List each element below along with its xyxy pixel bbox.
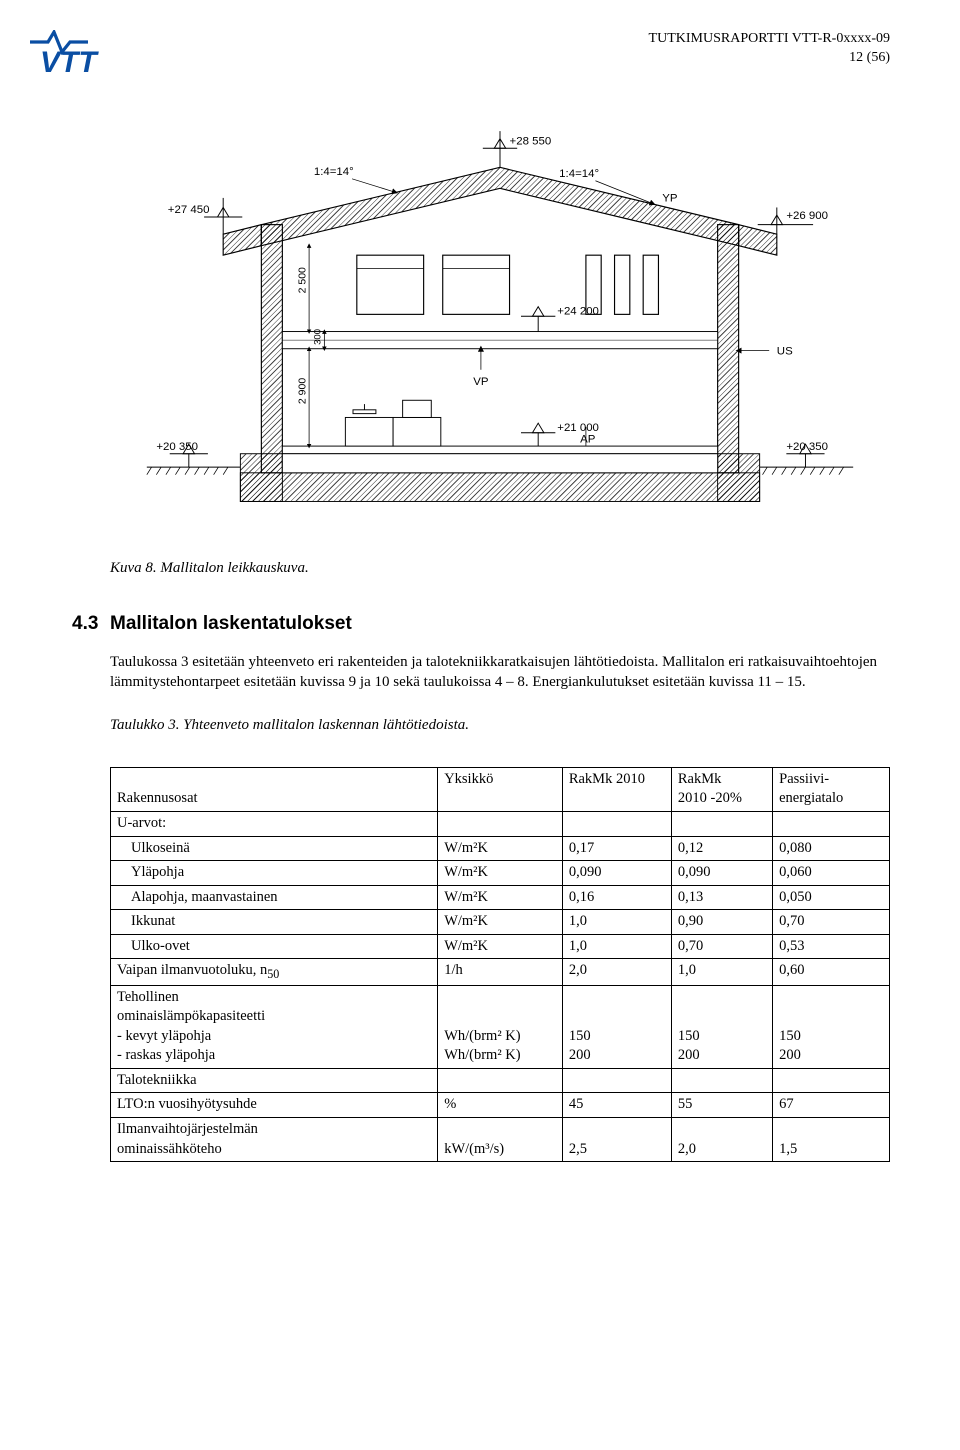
svg-text:VP: VP [473,376,489,388]
page-header: VTT TUTKIMUSRAPORTTI VTT-R-0xxxx-09 12 (… [110,30,890,84]
th-passiivi: Passiivi-energiatalo [773,767,890,811]
table-caption: Taulukko 3. Yhteenveto mallitalon lasken… [110,715,890,735]
table-row: Talotekniikka [111,1068,890,1093]
table-row: Ulkoseinä W/m²K 0,17 0,12 0,080 [111,836,890,861]
svg-text:+28 550: +28 550 [510,136,552,148]
tehollinen-cell: Tehollinenominaislämpökapasiteetti - kev… [111,985,438,1068]
header-meta: TUTKIMUSRAPORTTI VTT-R-0xxxx-09 12 (56) [649,30,890,68]
uarvot-label: U-arvot: [111,812,438,837]
table-row: Ilmanvaihtojärjestelmänominaissähköteho … [111,1117,890,1161]
data-table: Rakennusosat Yksikkö RakMk 2010 RakMk201… [110,767,890,1162]
table-row: Alapohja, maanvastainen W/m²K 0,16 0,13 … [111,885,890,910]
th-rakennusosat: Rakennusosat [111,767,438,811]
th-rakmk2010: RakMk 2010 [562,767,671,811]
th-yksikko: Yksikkö [438,767,563,811]
svg-text:+27 450: +27 450 [168,204,210,216]
svg-text:AP: AP [580,434,596,446]
table-row: U-arvot: [111,812,890,837]
svg-text:1:4=14°: 1:4=14° [559,168,599,180]
section-title: Mallitalon laskentatulokset [110,613,352,634]
table-row: Ikkunat W/m²K 1,0 0,90 0,70 [111,910,890,935]
svg-text:+21 000: +21 000 [557,422,599,434]
section-drawing: +28 550 +27 450 +26 900 1:4=14° 1:4=14° … [110,112,890,532]
table-head-row: Rakennusosat Yksikkö RakMk 2010 RakMk201… [111,767,890,811]
figure-caption: Kuva 8. Mallitalon leikkauskuva. [110,558,890,578]
table-row: Ulko-ovet W/m²K 1,0 0,70 0,53 [111,934,890,959]
section-number: 4.3 [72,611,110,637]
section-heading: 4.3Mallitalon laskentatulokset [72,611,890,637]
body-paragraph: Taulukossa 3 esitetään yhteenveto eri ra… [110,652,890,693]
svg-text:1:4=14°: 1:4=14° [314,166,354,178]
svg-text:2 900: 2 900 [296,378,308,404]
doc-id: TUTKIMUSRAPORTTI VTT-R-0xxxx-09 [649,30,890,49]
svg-text:+20 350: +20 350 [786,441,828,453]
svg-text:YP: YP [662,193,678,205]
svg-text:2 500: 2 500 [296,267,308,293]
svg-text:+26 900: +26 900 [786,210,828,222]
svg-text:US: US [777,346,793,358]
vaipan-label: Vaipan ilmanvuotoluku, n50 [111,959,438,985]
table-row: Tehollinenominaislämpökapasiteetti - kev… [111,985,890,1068]
th-rakmk20: RakMk2010 -20% [671,767,772,811]
table-row: Vaipan ilmanvuotoluku, n50 1/h 2,0 1,0 0… [111,959,890,985]
svg-text:+24 200: +24 200 [557,306,599,318]
page-number: 12 (56) [649,49,890,68]
svg-text:300: 300 [313,329,324,345]
table-row: Yläpohja W/m²K 0,090 0,090 0,060 [111,861,890,886]
svg-text:+20 350: +20 350 [156,441,198,453]
logo-text: VTT [40,46,99,78]
vtt-logo: VTT [30,30,160,84]
table-row: LTO:n vuosihyötysuhde % 45 55 67 [111,1093,890,1118]
